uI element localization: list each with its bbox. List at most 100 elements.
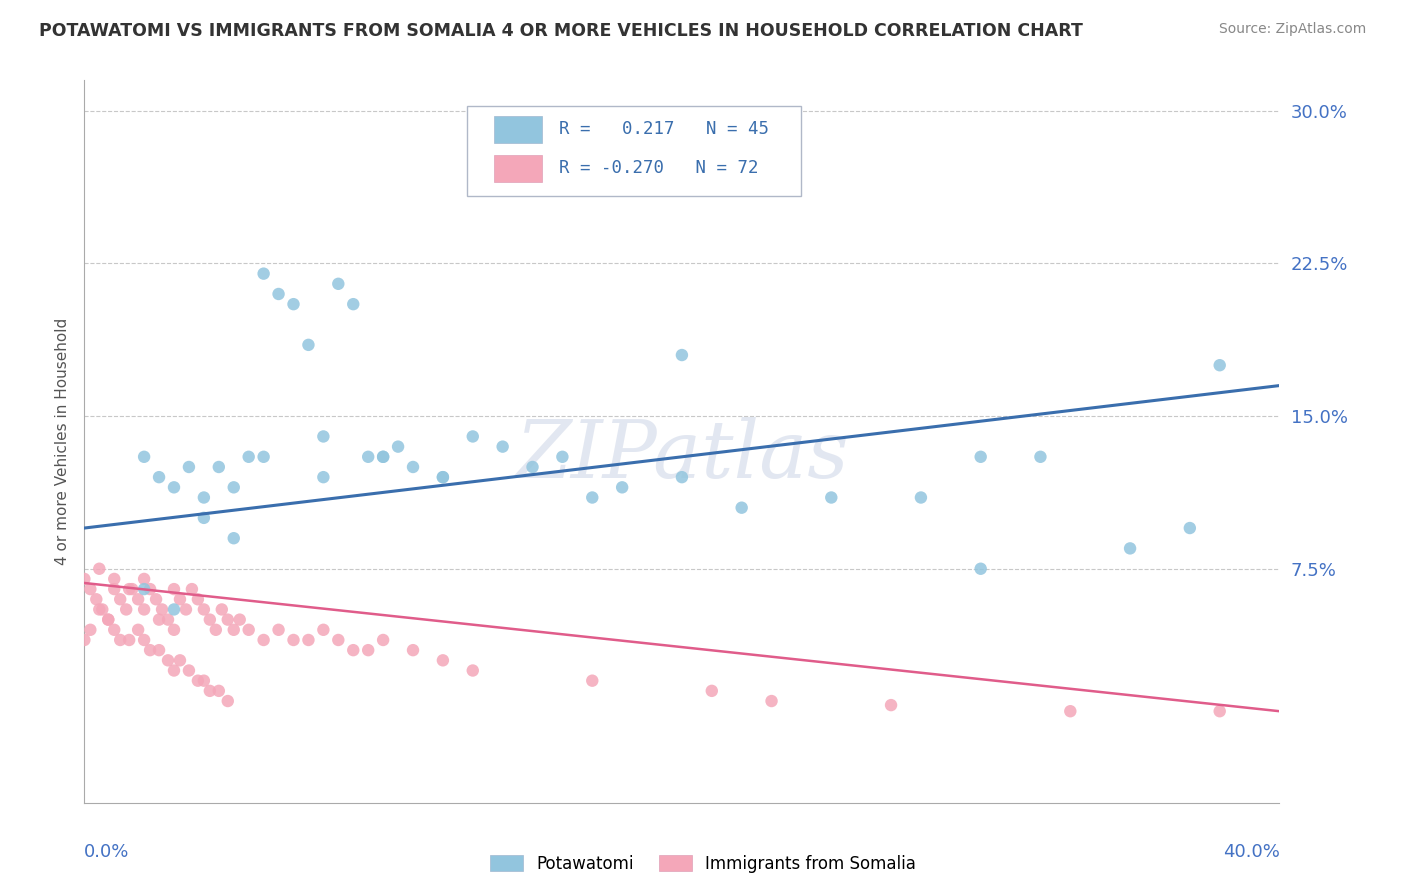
Point [187, 592, 209, 607]
Point [761, 694, 783, 708]
Point [97, 613, 120, 627]
Point [181, 582, 204, 596]
Point [150, 602, 173, 616]
Point [970, 562, 993, 576]
Point [228, 613, 252, 627]
Point [297, 338, 319, 352]
Y-axis label: 4 or more Vehicles in Household: 4 or more Vehicles in Household [55, 318, 70, 566]
Point [402, 643, 425, 657]
Point [198, 684, 221, 698]
Point [238, 623, 260, 637]
Point [461, 429, 484, 443]
Point [432, 470, 454, 484]
Point [373, 450, 395, 464]
Point [522, 460, 544, 475]
Point [177, 460, 200, 475]
Point [910, 491, 932, 505]
Point [612, 480, 634, 494]
Point [387, 440, 409, 454]
Point [139, 582, 162, 596]
Point [205, 623, 228, 637]
Point [328, 632, 350, 647]
Point [731, 500, 754, 515]
Point [103, 572, 125, 586]
Point [157, 653, 180, 667]
Point [671, 348, 693, 362]
Point [139, 643, 162, 657]
Point [1178, 521, 1201, 535]
Point [267, 287, 290, 301]
Text: ZIPatlas: ZIPatlas [515, 417, 849, 495]
Point [222, 531, 245, 545]
Text: Source: ZipAtlas.com: Source: ZipAtlas.com [1219, 22, 1367, 37]
Point [1029, 450, 1052, 464]
Point [1059, 704, 1081, 718]
Point [145, 592, 167, 607]
Point [148, 470, 170, 484]
Point [132, 450, 156, 464]
Point [169, 592, 191, 607]
Point [373, 450, 395, 464]
Point [118, 632, 141, 647]
Point [551, 450, 574, 464]
Point [253, 267, 276, 281]
Point [193, 491, 215, 505]
Point [89, 602, 111, 616]
Point [127, 623, 149, 637]
Point [174, 602, 197, 616]
Point [217, 694, 239, 708]
Point [110, 592, 132, 607]
Point [238, 450, 260, 464]
Point [193, 602, 215, 616]
Point [253, 632, 276, 647]
Point [198, 613, 221, 627]
Point [700, 684, 723, 698]
Point [211, 602, 233, 616]
Point [127, 592, 149, 607]
Point [132, 632, 156, 647]
Point [103, 623, 125, 637]
Point [163, 602, 186, 616]
Point [163, 664, 186, 678]
Point [132, 602, 156, 616]
Point [148, 613, 170, 627]
Point [253, 450, 276, 464]
Point [820, 491, 842, 505]
Point [373, 632, 395, 647]
Point [283, 632, 305, 647]
Point [97, 613, 120, 627]
Point [79, 582, 101, 596]
Point [208, 684, 231, 698]
Text: POTAWATOMI VS IMMIGRANTS FROM SOMALIA 4 OR MORE VEHICLES IN HOUSEHOLD CORRELATIO: POTAWATOMI VS IMMIGRANTS FROM SOMALIA 4 … [39, 22, 1083, 40]
Point [115, 602, 138, 616]
Point [671, 470, 693, 484]
Point [163, 480, 186, 494]
Point [86, 592, 108, 607]
Text: R = -0.270   N = 72: R = -0.270 N = 72 [558, 160, 758, 178]
Point [132, 582, 156, 596]
Point [312, 429, 335, 443]
Point [581, 673, 603, 688]
FancyBboxPatch shape [467, 105, 801, 196]
Point [73, 632, 96, 647]
Point [193, 511, 215, 525]
Point [222, 623, 245, 637]
Point [1119, 541, 1142, 556]
Point [357, 643, 380, 657]
Point [103, 582, 125, 596]
Point [163, 582, 186, 596]
Text: R =   0.217   N = 45: R = 0.217 N = 45 [558, 120, 769, 138]
Point [402, 460, 425, 475]
Point [163, 623, 186, 637]
Point [1209, 704, 1232, 718]
Point [297, 632, 319, 647]
Point [461, 664, 484, 678]
Text: 40.0%: 40.0% [1223, 843, 1279, 861]
Point [89, 562, 111, 576]
Point [217, 613, 239, 627]
Point [110, 632, 132, 647]
Point [121, 582, 143, 596]
Point [132, 572, 156, 586]
Legend: Potawatomi, Immigrants from Somalia: Potawatomi, Immigrants from Somalia [484, 848, 922, 880]
Text: 0.0%: 0.0% [84, 843, 129, 861]
